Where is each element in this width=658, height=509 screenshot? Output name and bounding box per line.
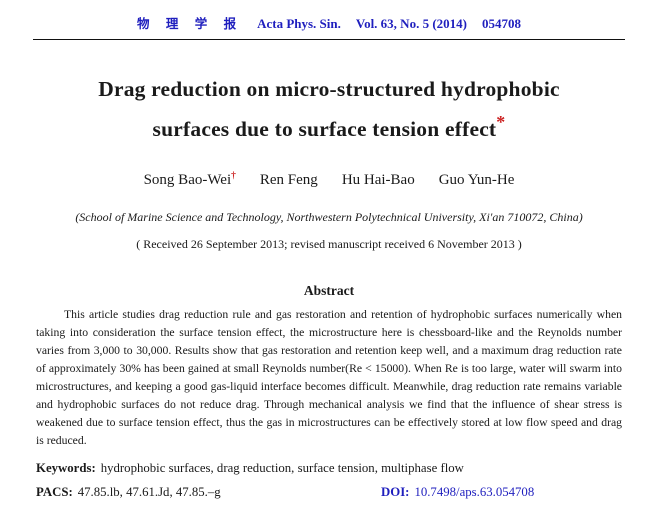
paper-title-line-2: surfaces due to surface tension effect*: [152, 112, 506, 142]
pacs-doi-row: PACS: 47.85.lb, 47.61.Jd, 47.85.–g DOI: 10…: [36, 485, 622, 500]
author-guo-yun-he: Guo Yun-He: [439, 171, 515, 189]
received-dates: ( Received 26 September 2013; revised ma…: [136, 237, 522, 252]
author-list: Song Bao-Wei† Ren Feng Hu Hai-Bao Guo Yu…: [36, 171, 622, 189]
article-number: 054708: [481, 16, 521, 31]
author-name: Song Bao-Wei: [143, 172, 232, 189]
abstract-heading: Abstract: [303, 283, 355, 299]
journal-name-chinese: 物 理 学 报: [137, 16, 243, 31]
author-name: Guo Yun-He: [438, 172, 515, 189]
paper-title: Drag reduction on micro-structured hydro…: [36, 73, 622, 146]
affiliation: (School of Marine Science and Technology…: [75, 210, 583, 225]
journal-volume-issue: Vol. 63, No. 5 (2014): [355, 16, 467, 31]
author-name: Hu Hai-Bao: [341, 172, 415, 189]
doi-label: DOI:: [381, 485, 410, 500]
pacs-line: PACS: 47.85.lb, 47.61.Jd, 47.85.–g: [36, 485, 381, 500]
author-hu-hai-bao: Hu Hai-Bao: [342, 171, 415, 189]
abstract-text: This article studies drag reduction rule…: [36, 308, 622, 448]
author-song-bao-wei: Song Bao-Wei†: [144, 171, 236, 189]
author-ren-feng: Ren Feng: [260, 171, 318, 189]
keywords-label: Keywords:: [36, 461, 96, 476]
journal-name-english: Acta Phys. Sin.: [257, 16, 341, 31]
keywords-value: hydrophobic surfaces, drag reduction, su…: [100, 461, 464, 476]
journal-header: 物 理 学 报 Acta Phys. Sin. Vol. 63, No. 5 (…: [36, 13, 622, 39]
author-dagger-mark: †: [231, 171, 236, 182]
keywords-line: Keywords: hydrophobic surfaces, drag redu…: [36, 461, 622, 476]
paper-title-line-2-text: surfaces due to surface tension effect: [152, 117, 497, 142]
abstract-section: Abstract This article studies drag reduc…: [36, 283, 622, 450]
pacs-label: PACS:: [36, 485, 73, 500]
doi-link[interactable]: 10.7498/aps.63.054708: [414, 485, 535, 500]
doi-line: DOI: 10.7498/aps.63.054708: [381, 485, 534, 500]
title-footnote-asterisk: *: [496, 112, 506, 132]
pacs-value: 47.85.lb, 47.61.Jd, 47.85.–g: [77, 485, 221, 500]
header-rule: [33, 39, 625, 40]
paper-title-line-1: Drag reduction on micro-structured hydro…: [98, 77, 560, 101]
author-name: Ren Feng: [259, 172, 318, 189]
